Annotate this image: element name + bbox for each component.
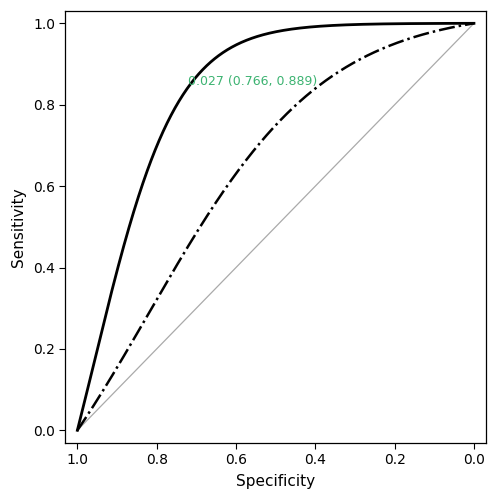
- X-axis label: Specificity: Specificity: [236, 474, 315, 489]
- Text: 0.027 (0.766, 0.889): 0.027 (0.766, 0.889): [188, 74, 318, 88]
- Y-axis label: Sensitivity: Sensitivity: [11, 187, 26, 266]
